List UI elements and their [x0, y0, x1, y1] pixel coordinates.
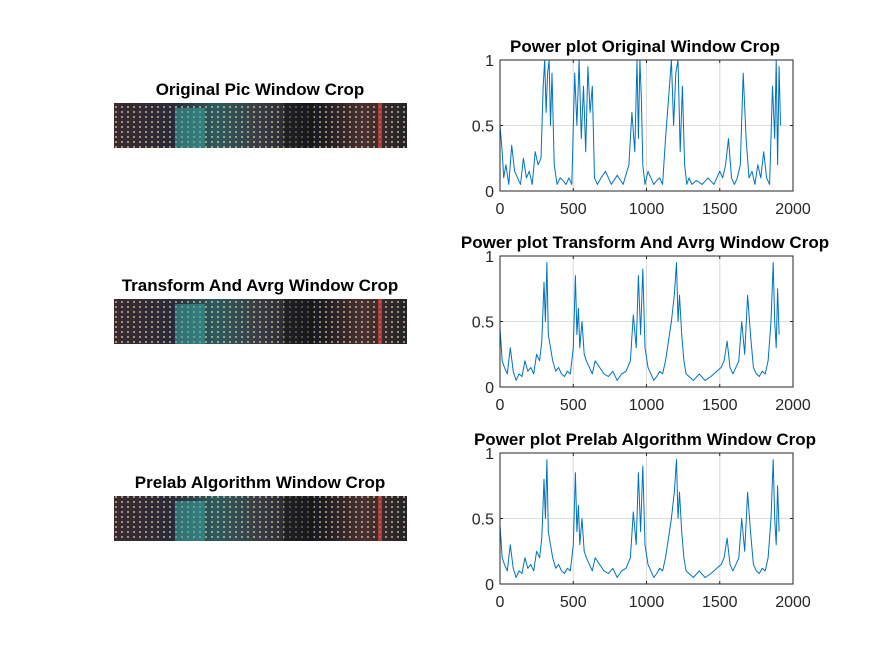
x-tick-label: 2000	[775, 201, 811, 218]
image-panel-transform: Transform And Avrg Window Crop	[114, 276, 407, 344]
power-series-line	[499, 459, 780, 578]
x-tick-label: 500	[560, 594, 587, 611]
x-tick-label: 500	[560, 397, 587, 414]
x-tick-label: 2000	[775, 594, 811, 611]
x-tick-label: 500	[560, 201, 587, 218]
y-tick-label: 0	[485, 577, 494, 594]
y-tick-label: 0.5	[472, 512, 494, 529]
x-tick-label: 1500	[702, 594, 738, 611]
x-tick-label: 2000	[775, 397, 811, 414]
y-tick-label: 0	[485, 380, 494, 397]
x-tick-label: 0	[496, 397, 505, 414]
image-title-transform: Transform And Avrg Window Crop	[122, 276, 399, 295]
chart-title: Power plot Original Window Crop	[510, 37, 780, 56]
power-plot-transform: Power plot Transform And Avrg Window Cro…	[461, 233, 829, 414]
image-title-original: Original Pic Window Crop	[156, 80, 365, 99]
x-tick-label: 1500	[702, 397, 738, 414]
chart-title: Power plot Prelab Algorithm Window Crop	[474, 430, 816, 449]
y-tick-label: 1	[485, 446, 494, 463]
cityscape-image-original	[114, 103, 407, 148]
x-tick-label: 1000	[629, 397, 665, 414]
x-tick-label: 0	[496, 201, 505, 218]
y-tick-label: 0	[485, 184, 494, 201]
image-panel-prelab: Prelab Algorithm Window Crop	[114, 473, 407, 541]
x-tick-label: 1000	[629, 594, 665, 611]
cityscape-image-transform	[114, 299, 407, 344]
y-tick-label: 1	[485, 249, 494, 266]
y-tick-label: 0.5	[472, 315, 494, 332]
chart-title: Power plot Transform And Avrg Window Cro…	[461, 233, 829, 252]
image-panel-original: Original Pic Window Crop	[114, 80, 407, 148]
power-series-line	[499, 59, 781, 185]
power-series-line	[499, 262, 780, 381]
x-tick-label: 1000	[629, 201, 665, 218]
power-plot-original: Power plot Original Window Crop 0 500 1000…	[472, 37, 811, 218]
cityscape-image-prelab	[114, 496, 407, 541]
x-tick-label: 1500	[702, 201, 738, 218]
y-tick-label: 1	[485, 53, 494, 70]
x-tick-label: 0	[496, 594, 505, 611]
y-tick-label: 0.5	[472, 119, 494, 136]
image-title-prelab: Prelab Algorithm Window Crop	[135, 473, 385, 492]
power-plot-prelab: Power plot Prelab Algorithm Window Crop …	[472, 430, 816, 611]
